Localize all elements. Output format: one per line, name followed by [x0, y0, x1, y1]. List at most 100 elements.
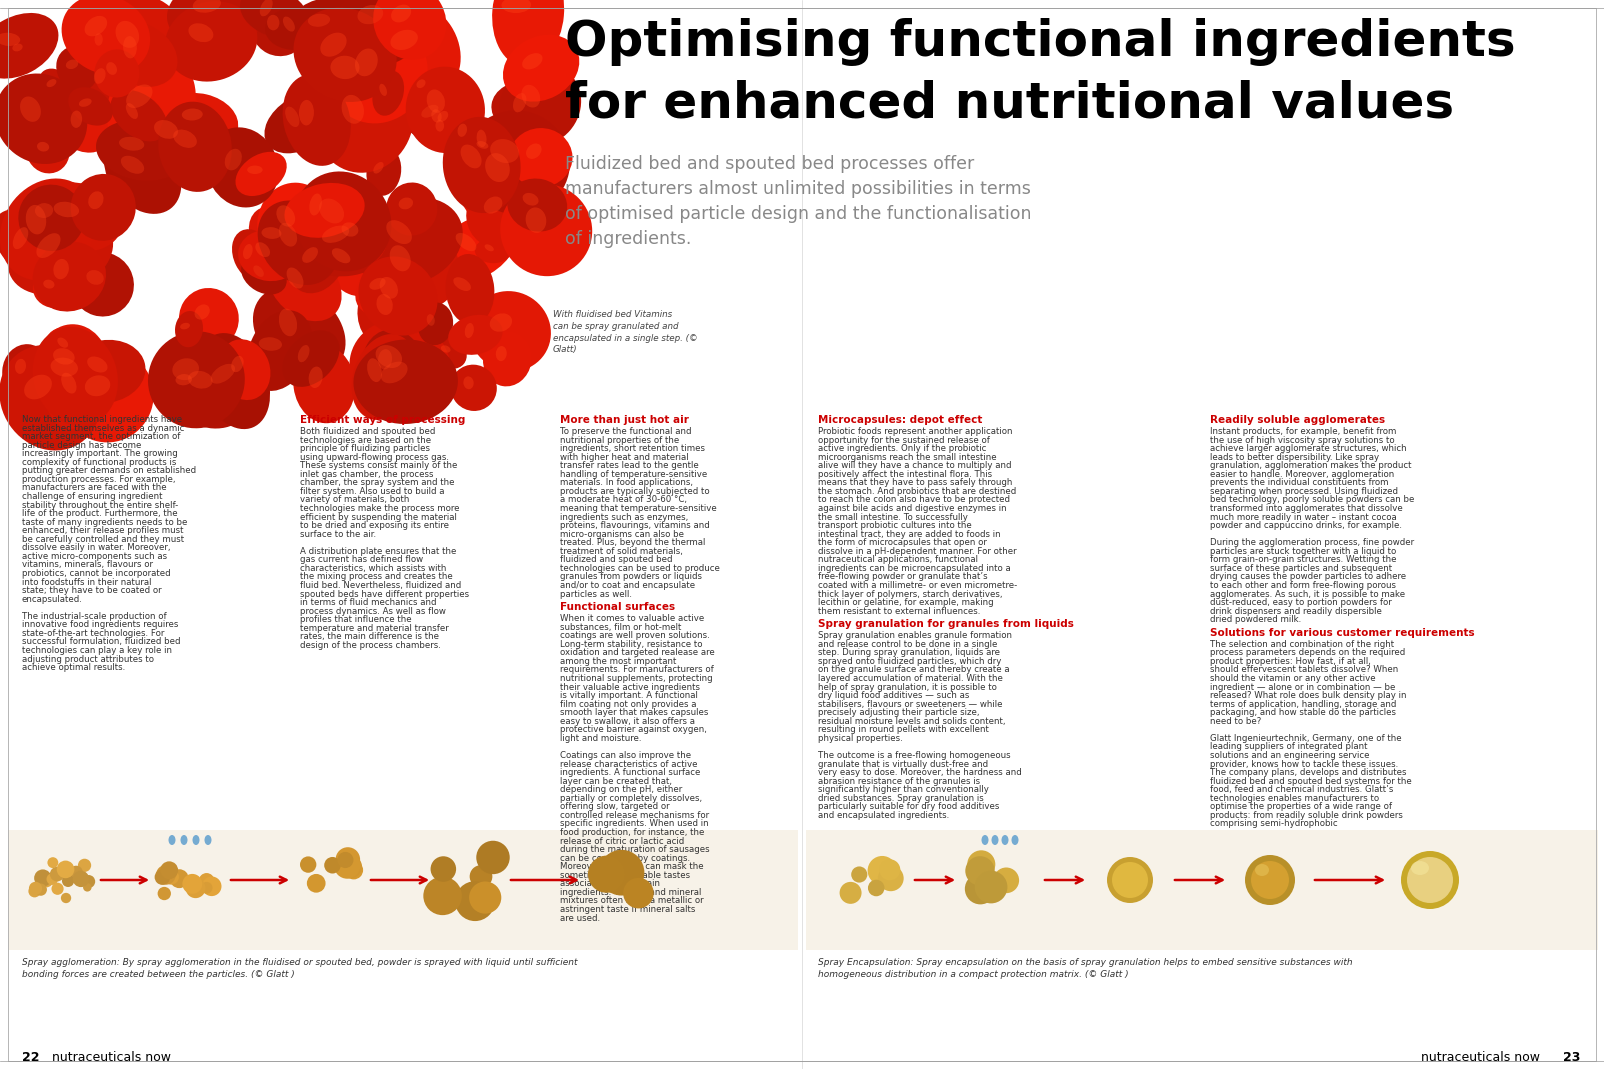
- Ellipse shape: [521, 84, 541, 108]
- Ellipse shape: [598, 850, 645, 896]
- Text: These systems consist mainly of the: These systems consist mainly of the: [300, 461, 457, 470]
- Ellipse shape: [180, 288, 239, 350]
- Ellipse shape: [236, 152, 287, 196]
- Text: resulting in round pellets with excellent: resulting in round pellets with excellen…: [818, 726, 990, 734]
- Ellipse shape: [85, 21, 122, 65]
- Ellipse shape: [489, 313, 512, 331]
- Ellipse shape: [204, 835, 212, 845]
- Ellipse shape: [56, 46, 98, 91]
- Bar: [805, 830, 1598, 950]
- Ellipse shape: [32, 269, 74, 308]
- Ellipse shape: [363, 329, 425, 403]
- Text: thick layer of polymers, starch derivatives,: thick layer of polymers, starch derivati…: [818, 590, 1002, 599]
- Text: on the granule surface and thereby create a: on the granule surface and thereby creat…: [818, 666, 1009, 675]
- Text: with higher heat and material: with higher heat and material: [560, 452, 688, 462]
- Text: inlet gas chamber, the process: inlet gas chamber, the process: [300, 469, 433, 479]
- Ellipse shape: [188, 24, 213, 42]
- Ellipse shape: [167, 348, 253, 429]
- Ellipse shape: [32, 242, 106, 311]
- Ellipse shape: [242, 244, 253, 259]
- Ellipse shape: [456, 126, 563, 233]
- Ellipse shape: [526, 207, 547, 233]
- Text: Instant products, for example, benefit from: Instant products, for example, benefit f…: [1209, 427, 1397, 436]
- Ellipse shape: [26, 205, 47, 234]
- Text: Probiotic foods represent another application: Probiotic foods represent another applic…: [818, 427, 1012, 436]
- Text: variety of materials, both: variety of materials, both: [300, 495, 409, 505]
- Ellipse shape: [2, 344, 51, 400]
- Ellipse shape: [476, 840, 510, 874]
- Text: temperature and material transfer: temperature and material transfer: [300, 624, 449, 633]
- Text: surface to the air.: surface to the air.: [300, 529, 375, 539]
- Ellipse shape: [308, 367, 322, 388]
- Text: drying causes the powder particles to adhere: drying causes the powder particles to ad…: [1209, 573, 1407, 582]
- Text: During the agglomeration process, fine powder: During the agglomeration process, fine p…: [1209, 538, 1415, 547]
- Ellipse shape: [136, 93, 215, 183]
- Ellipse shape: [61, 893, 71, 903]
- Ellipse shape: [200, 882, 212, 894]
- Text: Efficient ways of processing: Efficient ways of processing: [300, 415, 465, 425]
- Ellipse shape: [35, 203, 53, 218]
- Ellipse shape: [210, 363, 236, 384]
- Text: and/or to coat and encapsulate: and/or to coat and encapsulate: [560, 582, 695, 590]
- Ellipse shape: [85, 375, 111, 397]
- Text: fluid bed. Nevertheless, fluidized and: fluid bed. Nevertheless, fluidized and: [300, 582, 462, 590]
- Ellipse shape: [282, 16, 295, 32]
- Text: alive will they have a chance to multiply and: alive will they have a chance to multipl…: [818, 461, 1012, 470]
- Ellipse shape: [491, 81, 565, 137]
- Ellipse shape: [425, 100, 470, 141]
- Ellipse shape: [37, 233, 61, 258]
- Text: technologies make the process more: technologies make the process more: [300, 503, 459, 513]
- Text: should effervescent tablets dissolve? When: should effervescent tablets dissolve? Wh…: [1209, 666, 1399, 675]
- Ellipse shape: [356, 263, 414, 315]
- Ellipse shape: [366, 148, 401, 196]
- Text: A distribution plate ensures that the: A distribution plate ensures that the: [300, 546, 457, 556]
- Text: innovative food ingredients requires: innovative food ingredients requires: [22, 620, 178, 630]
- Text: offering slow, targeted or: offering slow, targeted or: [560, 803, 669, 811]
- Ellipse shape: [321, 33, 346, 57]
- Text: particles as well.: particles as well.: [560, 590, 632, 599]
- Ellipse shape: [154, 120, 178, 139]
- Text: More than just hot air: More than just hot air: [560, 415, 688, 425]
- Text: product properties: How fast, if at all,: product properties: How fast, if at all,: [1209, 656, 1371, 666]
- Ellipse shape: [261, 227, 281, 239]
- Text: nutraceutical applications, functional: nutraceutical applications, functional: [818, 555, 978, 564]
- Ellipse shape: [310, 193, 322, 216]
- Text: packaging, and how stable do the particles: packaging, and how stable do the particl…: [1209, 709, 1395, 717]
- Text: To preserve the functional and: To preserve the functional and: [560, 427, 691, 436]
- Text: treated. Plus, beyond the thermal: treated. Plus, beyond the thermal: [560, 538, 706, 547]
- Ellipse shape: [839, 882, 861, 903]
- Ellipse shape: [124, 36, 136, 59]
- Text: vitamins, minerals, flavours or: vitamins, minerals, flavours or: [22, 560, 152, 570]
- Ellipse shape: [484, 245, 494, 251]
- Ellipse shape: [877, 866, 903, 892]
- Ellipse shape: [390, 30, 419, 50]
- Ellipse shape: [1112, 862, 1148, 898]
- Ellipse shape: [332, 248, 350, 263]
- Ellipse shape: [484, 153, 510, 182]
- Ellipse shape: [991, 835, 999, 845]
- Text: treatment of solid materials,: treatment of solid materials,: [560, 546, 683, 556]
- Ellipse shape: [72, 870, 90, 887]
- Ellipse shape: [1245, 855, 1294, 905]
- Text: state-of-the-art technologies. For: state-of-the-art technologies. For: [22, 629, 164, 638]
- Ellipse shape: [192, 835, 199, 845]
- Ellipse shape: [29, 885, 40, 897]
- Text: ingredients such as enzymes,: ingredients such as enzymes,: [560, 512, 688, 522]
- Ellipse shape: [423, 877, 462, 915]
- Ellipse shape: [282, 74, 351, 166]
- Text: granules from powders or liquids: granules from powders or liquids: [560, 573, 703, 582]
- Ellipse shape: [260, 0, 273, 16]
- Ellipse shape: [37, 324, 107, 404]
- Ellipse shape: [438, 111, 448, 122]
- Ellipse shape: [88, 191, 104, 210]
- Ellipse shape: [0, 345, 101, 450]
- Ellipse shape: [5, 32, 38, 71]
- Ellipse shape: [18, 185, 85, 251]
- Ellipse shape: [446, 254, 494, 325]
- Text: drink dispensers and readily dispersible: drink dispensers and readily dispersible: [1209, 607, 1383, 616]
- Ellipse shape: [465, 323, 473, 338]
- Ellipse shape: [47, 873, 58, 885]
- Text: is vitally important. A functional: is vitally important. A functional: [560, 692, 698, 700]
- Ellipse shape: [457, 124, 467, 137]
- Text: micro-organisms can also be: micro-organisms can also be: [560, 529, 683, 539]
